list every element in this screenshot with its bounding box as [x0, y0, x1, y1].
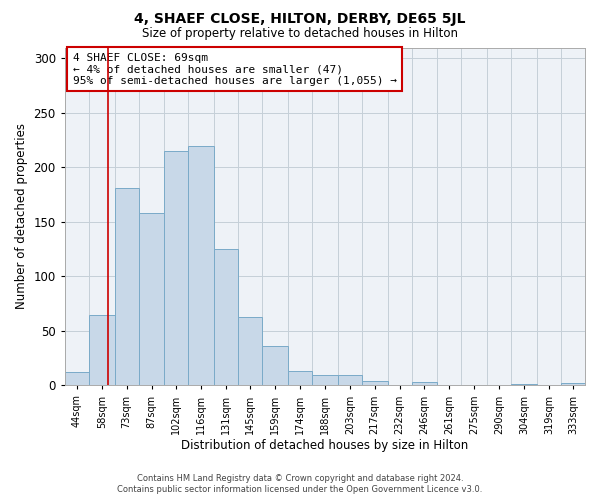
Bar [511, 384, 537, 386]
Bar [362, 381, 388, 386]
Text: 4 SHAEF CLOSE: 69sqm
← 4% of detached houses are smaller (47)
95% of semi-detach: 4 SHAEF CLOSE: 69sqm ← 4% of detached ho… [73, 52, 397, 86]
Y-axis label: Number of detached properties: Number of detached properties [15, 124, 28, 310]
Text: Size of property relative to detached houses in Hilton: Size of property relative to detached ho… [142, 28, 458, 40]
Bar [89, 314, 115, 386]
Bar [65, 372, 89, 386]
Bar [262, 346, 288, 386]
Bar [561, 383, 585, 386]
Bar [238, 316, 262, 386]
Bar [214, 249, 238, 386]
Bar [312, 374, 338, 386]
Bar [164, 151, 188, 386]
Bar [115, 188, 139, 386]
Text: Contains HM Land Registry data © Crown copyright and database right 2024.
Contai: Contains HM Land Registry data © Crown c… [118, 474, 482, 494]
Bar [288, 371, 312, 386]
Text: 4, SHAEF CLOSE, HILTON, DERBY, DE65 5JL: 4, SHAEF CLOSE, HILTON, DERBY, DE65 5JL [134, 12, 466, 26]
X-axis label: Distribution of detached houses by size in Hilton: Distribution of detached houses by size … [181, 440, 469, 452]
Bar [139, 213, 164, 386]
Bar [188, 146, 214, 386]
Bar [338, 374, 362, 386]
Bar [412, 382, 437, 386]
